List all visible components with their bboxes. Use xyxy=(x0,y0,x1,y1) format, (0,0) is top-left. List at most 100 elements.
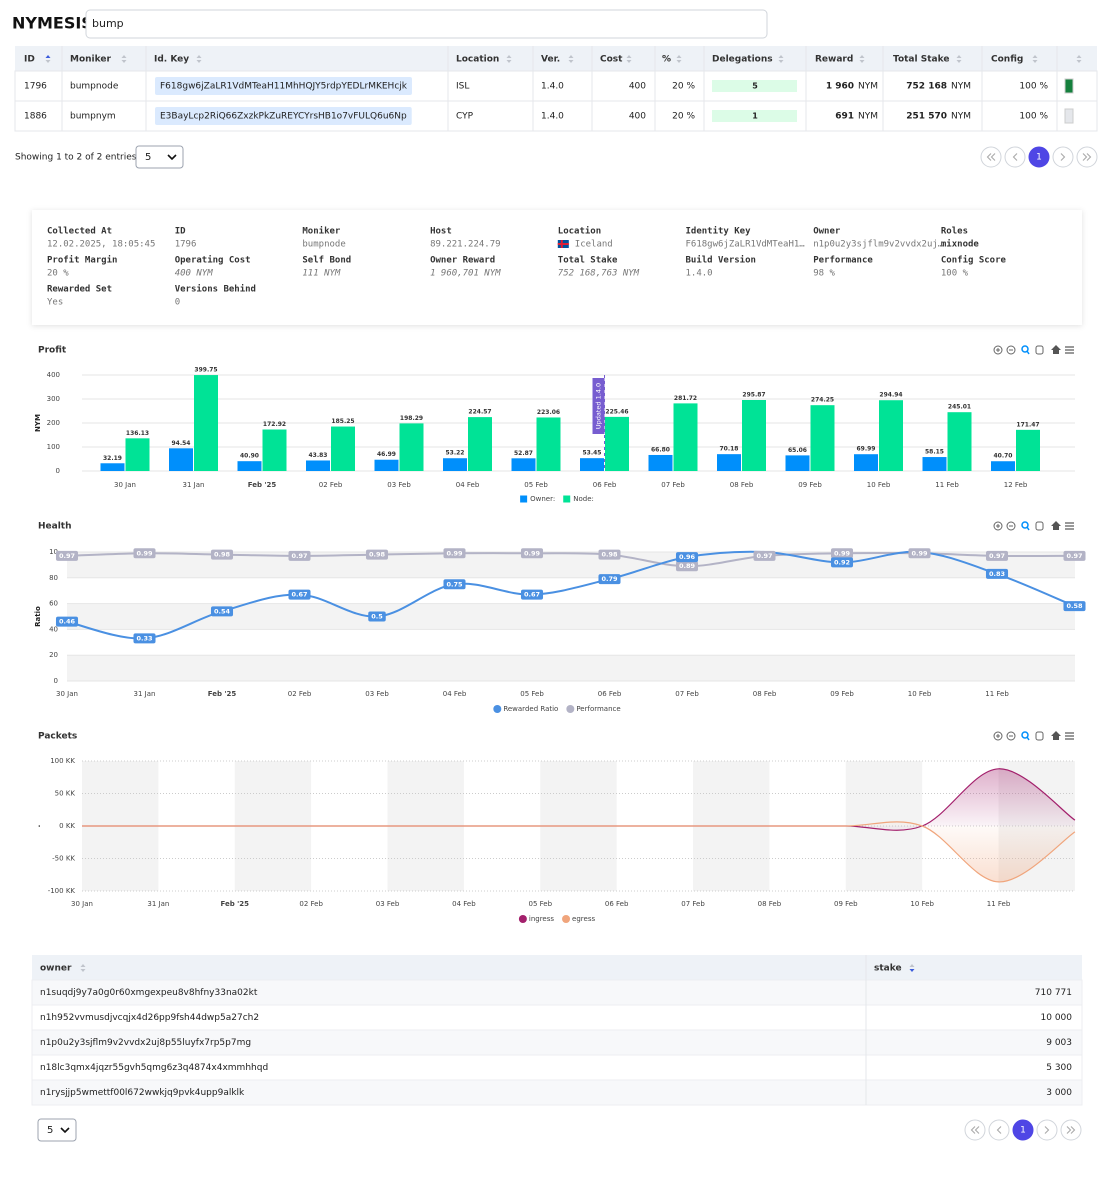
page-size-select[interactable] xyxy=(135,145,184,169)
detail-value: F618gw6jZaLR1VdMTeaH1… xyxy=(686,240,806,250)
x-tick-label: 10 Feb xyxy=(908,690,932,698)
data-label: 0.46 xyxy=(55,616,79,627)
data-label-text: 0.97 xyxy=(291,552,307,560)
column-header: Config xyxy=(991,55,1023,65)
y-tick-label: 0 xyxy=(56,467,60,475)
detail-value: Iceland xyxy=(575,240,613,250)
zoom-button[interactable] xyxy=(993,345,1003,355)
legend-label: ingress xyxy=(529,915,555,923)
cell: bumpnym xyxy=(70,112,116,122)
x-tick-label: 03 Feb xyxy=(376,900,400,908)
y-tick-label: 0 xyxy=(54,677,58,685)
zoom-select-handle xyxy=(1026,350,1030,355)
sort-down xyxy=(626,60,632,63)
bar-value-label: 40.90 xyxy=(240,453,259,460)
cell: NYM xyxy=(858,82,878,92)
grid-band xyxy=(67,552,1075,578)
home-button[interactable] xyxy=(1051,521,1061,530)
brand: NYMESIS xyxy=(12,14,93,33)
y-tick-label: 10 xyxy=(49,548,58,556)
detail-label: Identity Key xyxy=(686,226,752,237)
data-label: 0.99 xyxy=(443,548,466,559)
x-tick-label: 03 Feb xyxy=(365,690,389,698)
bar-value-label: 40.70 xyxy=(994,453,1013,460)
detail-value: mixnode xyxy=(941,239,980,250)
page-button[interactable] xyxy=(1028,146,1050,168)
bar xyxy=(237,461,262,471)
bar-value-label: 94.54 xyxy=(172,440,191,447)
data-label-text: 0.67 xyxy=(291,591,307,599)
chevron xyxy=(990,153,996,161)
x-tick-label: 30 Jan xyxy=(56,690,78,698)
legend-marker xyxy=(563,495,571,503)
page-number: 1 xyxy=(1036,153,1042,163)
x-tick-label: 04 Feb xyxy=(452,900,476,908)
search-input[interactable] xyxy=(85,9,768,39)
detail-label: Profit Margin xyxy=(47,255,117,266)
zoom-button[interactable] xyxy=(1006,521,1016,531)
bar xyxy=(879,400,903,471)
table-row xyxy=(31,1004,1083,1031)
bar-value-label: 294.94 xyxy=(879,392,902,399)
legend-marker xyxy=(562,915,571,923)
legend-label: Rewarded Ratio xyxy=(503,705,558,713)
page-button[interactable] xyxy=(988,1119,1010,1141)
legend: ingress egress xyxy=(518,915,595,923)
legend-label: Performance xyxy=(576,705,620,713)
chevron xyxy=(1066,1126,1072,1134)
data-label-bg xyxy=(1063,601,1086,612)
pan-button[interactable] xyxy=(1035,345,1044,355)
y-axis-label: Ratio xyxy=(34,606,42,627)
cell: 3 000 xyxy=(1046,1088,1072,1098)
page-button[interactable] xyxy=(1004,146,1026,168)
table-header-bg xyxy=(15,46,1097,71)
page-size-select[interactable] xyxy=(37,1118,77,1142)
data-label: 0.33 xyxy=(133,633,156,644)
x-tick-label: 30 Jan xyxy=(71,900,93,908)
page-button[interactable] xyxy=(1012,1119,1034,1141)
zoom-button[interactable] xyxy=(993,731,1003,741)
sort-down xyxy=(956,60,962,63)
column-header: Reward xyxy=(815,55,853,65)
cell: 20 % xyxy=(672,112,695,122)
home-button[interactable] xyxy=(1051,345,1061,354)
chart-title: Packets xyxy=(38,732,77,742)
sort-down xyxy=(506,60,512,63)
data-label: 0.75 xyxy=(443,579,466,590)
delegation-bar xyxy=(712,80,797,92)
zoom-select[interactable] xyxy=(1021,521,1029,529)
data-label: 0.83 xyxy=(985,568,1009,579)
zoom-button[interactable] xyxy=(1006,731,1016,741)
cell: 752 168 xyxy=(906,82,947,92)
config-badge[interactable] xyxy=(1064,78,1074,94)
sort-up xyxy=(859,55,865,58)
cell: NYM xyxy=(951,82,971,92)
detail-value: 752 168,763 NYM xyxy=(558,269,640,279)
zoom-button[interactable] xyxy=(993,521,1003,531)
data-label-text: 0.98 xyxy=(369,551,386,559)
flag-cross xyxy=(557,243,569,245)
zoom-select[interactable] xyxy=(1021,345,1029,353)
x-tick-label: 08 Feb xyxy=(730,481,754,489)
search-text[interactable]: bump xyxy=(92,17,124,30)
table-header-bg xyxy=(32,955,1082,980)
config-badge[interactable] xyxy=(1064,108,1074,124)
zoom-button[interactable] xyxy=(1006,345,1016,355)
bar xyxy=(331,426,355,471)
page-button[interactable] xyxy=(1052,146,1074,168)
table-row xyxy=(31,979,1083,1006)
column-header: Id. Key xyxy=(154,55,189,65)
detail-value: Yes xyxy=(47,298,63,308)
pan-button[interactable] xyxy=(1035,731,1044,741)
home-button[interactable] xyxy=(1051,731,1061,740)
data-label-bg xyxy=(598,574,621,585)
data-label-text: 0.97 xyxy=(59,552,75,560)
data-label-text: 0.92 xyxy=(834,558,850,566)
data-label-bg xyxy=(985,568,1009,579)
zoom-select[interactable] xyxy=(1021,731,1029,739)
x-tick-label: 02 Feb xyxy=(288,690,312,698)
page-button[interactable] xyxy=(1036,1119,1058,1141)
y-tick-label: 80 xyxy=(49,574,58,582)
bar-value-label: 225.46 xyxy=(605,408,628,415)
pan-button[interactable] xyxy=(1035,521,1044,531)
